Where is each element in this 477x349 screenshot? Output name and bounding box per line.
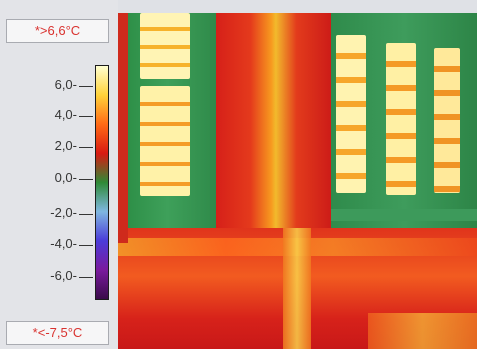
thermal-window-right-2	[386, 43, 416, 195]
scale-tick-label: -6,0-	[50, 268, 77, 283]
thermal-image	[118, 13, 477, 349]
scale-tick-mark	[79, 277, 93, 278]
scale-tick-label: 4,0-	[54, 107, 77, 122]
thermal-window-right-1	[336, 35, 366, 193]
scale-tick-mark	[79, 147, 93, 148]
thermal-pillar-base	[283, 228, 311, 349]
color-scale-bar	[95, 65, 109, 300]
thermal-bright-spot	[368, 313, 477, 349]
scale-tick-label: 0,0-	[54, 170, 77, 185]
thermal-window-left-upper	[140, 13, 190, 79]
scale-tick-mark	[79, 245, 93, 246]
scale-tick-mark	[79, 116, 93, 117]
scale-tick-mark	[79, 86, 93, 87]
thermal-window-left-lower	[140, 86, 190, 196]
max-temperature-label: *>6,6°C	[6, 19, 109, 43]
thermal-window-right-3	[434, 48, 460, 193]
thermal-cool-wall-left-edge	[118, 13, 128, 243]
scale-tick-label: -4,0-	[50, 236, 77, 251]
temperature-legend-panel: *>6,6°C 6,0- 4,0- 2,0- 0,0- -2,0- -4,0- …	[0, 0, 118, 349]
scale-tick-label: -2,0-	[50, 205, 77, 220]
thermal-sill	[331, 209, 477, 221]
thermal-pillar	[216, 13, 331, 228]
scale-tick-label: 2,0-	[54, 138, 77, 153]
scale-tick-mark	[79, 214, 93, 215]
scale-tick-label: 6,0-	[54, 77, 77, 92]
scale-tick-mark	[79, 179, 93, 180]
min-temperature-label: *<-7,5°C	[6, 321, 109, 345]
